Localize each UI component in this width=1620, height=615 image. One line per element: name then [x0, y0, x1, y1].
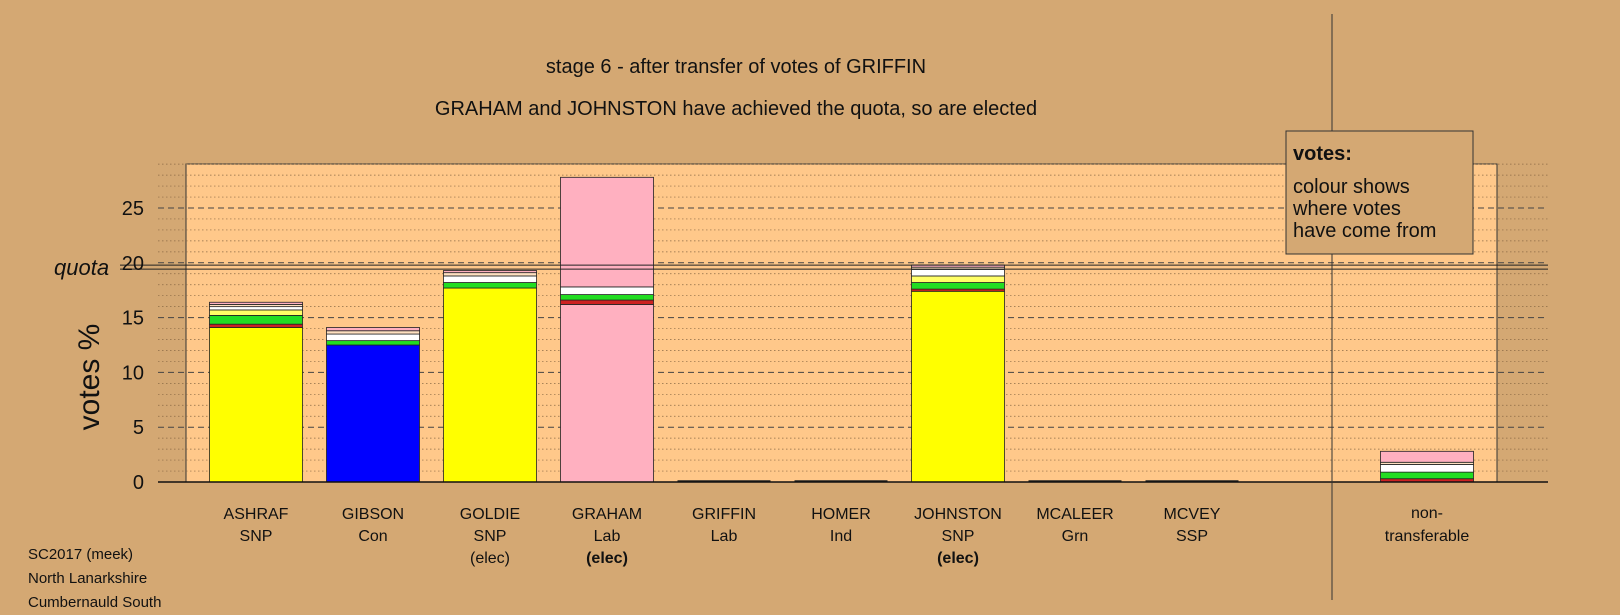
y-tick-label: 20	[122, 253, 144, 275]
bar-goldie-segment-4	[443, 270, 537, 274]
candidate-elected-goldie: (elec)	[470, 550, 510, 567]
footer-election: SC2017 (meek)	[28, 546, 134, 563]
candidate-elected-graham: (elec)	[586, 550, 628, 567]
bar-ashraf-segment-6	[209, 301, 303, 305]
bar-goldie-segment-3	[443, 272, 537, 277]
bar-ashraf-segment-1	[209, 323, 303, 328]
bar-johnston-segment-4	[911, 268, 1005, 277]
candidate-party-mcaleer: Grn	[1062, 528, 1089, 545]
candidate-party-graham: Lab	[594, 528, 621, 545]
axis-layer: ASHRAF SNP GIBSON Con GOLDIE SNP (elec) GRAHAM L…	[54, 14, 1548, 600]
nontransferable-label-1: non-	[1411, 505, 1443, 522]
bar-goldie-segment-0	[443, 287, 537, 483]
bar-johnston-segment-0	[911, 290, 1005, 483]
candidate-name-ashraf: ASHRAF	[224, 506, 289, 523]
candidate-name-homer: HOMER	[811, 506, 871, 523]
bar-gibson-segment-0	[326, 344, 420, 483]
y-axis-label: votes %	[73, 324, 106, 431]
legend-title: votes:	[1293, 143, 1352, 165]
chart-subtitle: GRAHAM and JOHNSTON have achieved the qu…	[435, 98, 1037, 120]
candidate-party-johnston: SNP	[942, 528, 975, 545]
bar-gibson-segment-2	[326, 333, 420, 342]
bar-graham-segment-0	[560, 304, 654, 483]
bar-ashraf-segment-4	[209, 306, 303, 311]
legend-line-3: have come from	[1293, 220, 1436, 242]
chart-title: stage 6 - after transfer of votes of GRI…	[546, 56, 926, 78]
candidate-party-ashraf: SNP	[240, 528, 273, 545]
candidate-elected-johnston: (elec)	[937, 550, 979, 567]
bar-graham-segment-2	[560, 294, 654, 301]
legend-line-2: where votes	[1292, 198, 1401, 220]
bar-ashraf-segment-3	[209, 309, 303, 316]
bar-gibson-segment-4	[326, 327, 420, 332]
footer-info: SC2017 (meek) North Lanarkshire Cumberna…	[28, 543, 161, 615]
bar-johnston-segment-3	[911, 275, 1005, 283]
candidate-name-johnston: JOHNSTON	[914, 506, 1002, 523]
bar-graham-segment-3	[560, 286, 654, 295]
candidate-party-gibson: Con	[358, 528, 387, 545]
bar-nontransferable-segment-1	[1380, 471, 1474, 480]
legend-box: votes: colour shows where votes have com…	[1285, 130, 1474, 255]
bars-layer	[209, 176, 1474, 483]
bar-gibson-segment-3	[326, 330, 420, 335]
candidate-name-mcaleer: MCALEER	[1036, 506, 1113, 523]
bar-nontransferable-segment-2	[1380, 464, 1474, 473]
y-tick-label: 25	[122, 198, 144, 220]
bar-nontransferable-segment-4	[1380, 450, 1474, 463]
bar-ashraf-segment-0	[209, 327, 303, 483]
quota-label: quota	[54, 255, 109, 280]
candidate-name-gibson: GIBSON	[342, 506, 404, 523]
y-tick-label: 15	[122, 308, 144, 330]
candidate-name-mcvey: MCVEY	[1164, 506, 1221, 523]
stv-stage-chart: ASHRAF SNP GIBSON Con GOLDIE SNP (elec) GRAHAM L…	[54, 14, 1548, 600]
candidate-party-griffin: Lab	[711, 528, 738, 545]
candidate-party-homer: Ind	[830, 528, 852, 545]
bar-graham-segment-1	[560, 299, 654, 305]
y-tick-label: 5	[133, 417, 144, 439]
candidate-name-graham: GRAHAM	[572, 506, 642, 523]
nontransferable-label-2: transferable	[1385, 528, 1470, 545]
y-tick-label: 10	[122, 362, 144, 384]
legend-line-1: colour shows	[1293, 176, 1410, 198]
candidate-name-griffin: GRIFFIN	[692, 506, 756, 523]
footer-ward: Cumbernauld South	[28, 594, 162, 611]
candidate-party-mcvey: SSP	[1176, 528, 1208, 545]
bar-goldie-segment-2	[443, 275, 537, 283]
candidate-name-goldie: GOLDIE	[460, 506, 520, 523]
bar-goldie-segment-1	[443, 282, 537, 289]
bar-graham-segment-4	[560, 176, 654, 288]
y-tick-label: 0	[133, 472, 144, 494]
bar-gibson-segment-1	[326, 340, 420, 346]
bar-ashraf-segment-2	[209, 315, 303, 325]
candidate-party-goldie: SNP	[474, 528, 507, 545]
bar-johnston-segment-2	[911, 282, 1005, 290]
footer-council: North Lanarkshire	[28, 570, 148, 587]
